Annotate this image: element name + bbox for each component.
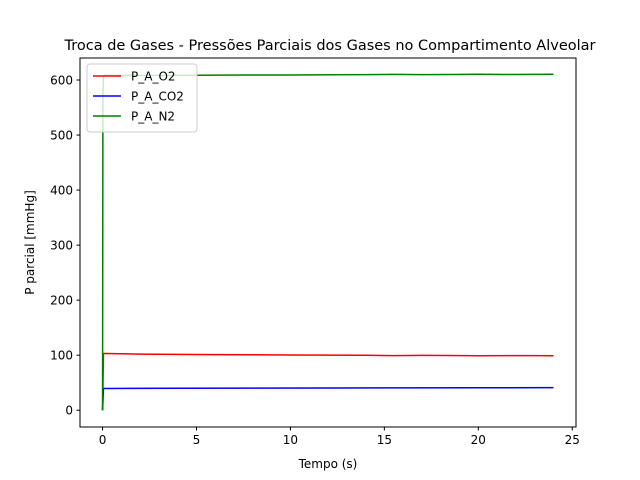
- ticks: 0 5 10 15 20 25 0 100 200 300 400 500 600: [50, 74, 580, 447]
- axes-frame: [79, 57, 577, 428]
- y-tick-label: 600: [50, 74, 73, 88]
- y-tick-label: 200: [50, 294, 73, 308]
- y-axis-label: P parcial [mmHg]: [23, 190, 37, 295]
- x-axis-label: Tempo (s): [298, 457, 358, 471]
- series-line-p-a-co2: [101, 386, 554, 411]
- x-tick-label: 20: [471, 433, 486, 447]
- legend-box: [86, 63, 198, 133]
- y-tick-label: 400: [50, 184, 73, 198]
- x-tick-label: 15: [377, 433, 392, 447]
- y-tick-label: 300: [50, 239, 73, 253]
- legend-label: P_A_N2: [131, 110, 175, 124]
- x-tick-label: 25: [565, 433, 580, 447]
- plot-area: 0 5 10 15 20 25 0 100 200 300 400 500 600: [50, 57, 580, 447]
- legend-label: P_A_CO2: [131, 90, 184, 104]
- x-tick-label: 10: [283, 433, 298, 447]
- y-tick-label: 0: [65, 404, 73, 418]
- chart-title: Troca de Gases - Pressões Parciais dos G…: [63, 38, 595, 54]
- y-tick-label: 500: [50, 129, 73, 143]
- legend-label: P_A_O2: [131, 70, 176, 84]
- x-tick-label: 5: [193, 433, 201, 447]
- x-tick-label: 0: [99, 433, 107, 447]
- legend: P_A_O2 P_A_CO2 P_A_N2: [86, 63, 198, 133]
- series-line-p-a-o2: [101, 352, 554, 411]
- y-tick-label: 100: [50, 349, 73, 363]
